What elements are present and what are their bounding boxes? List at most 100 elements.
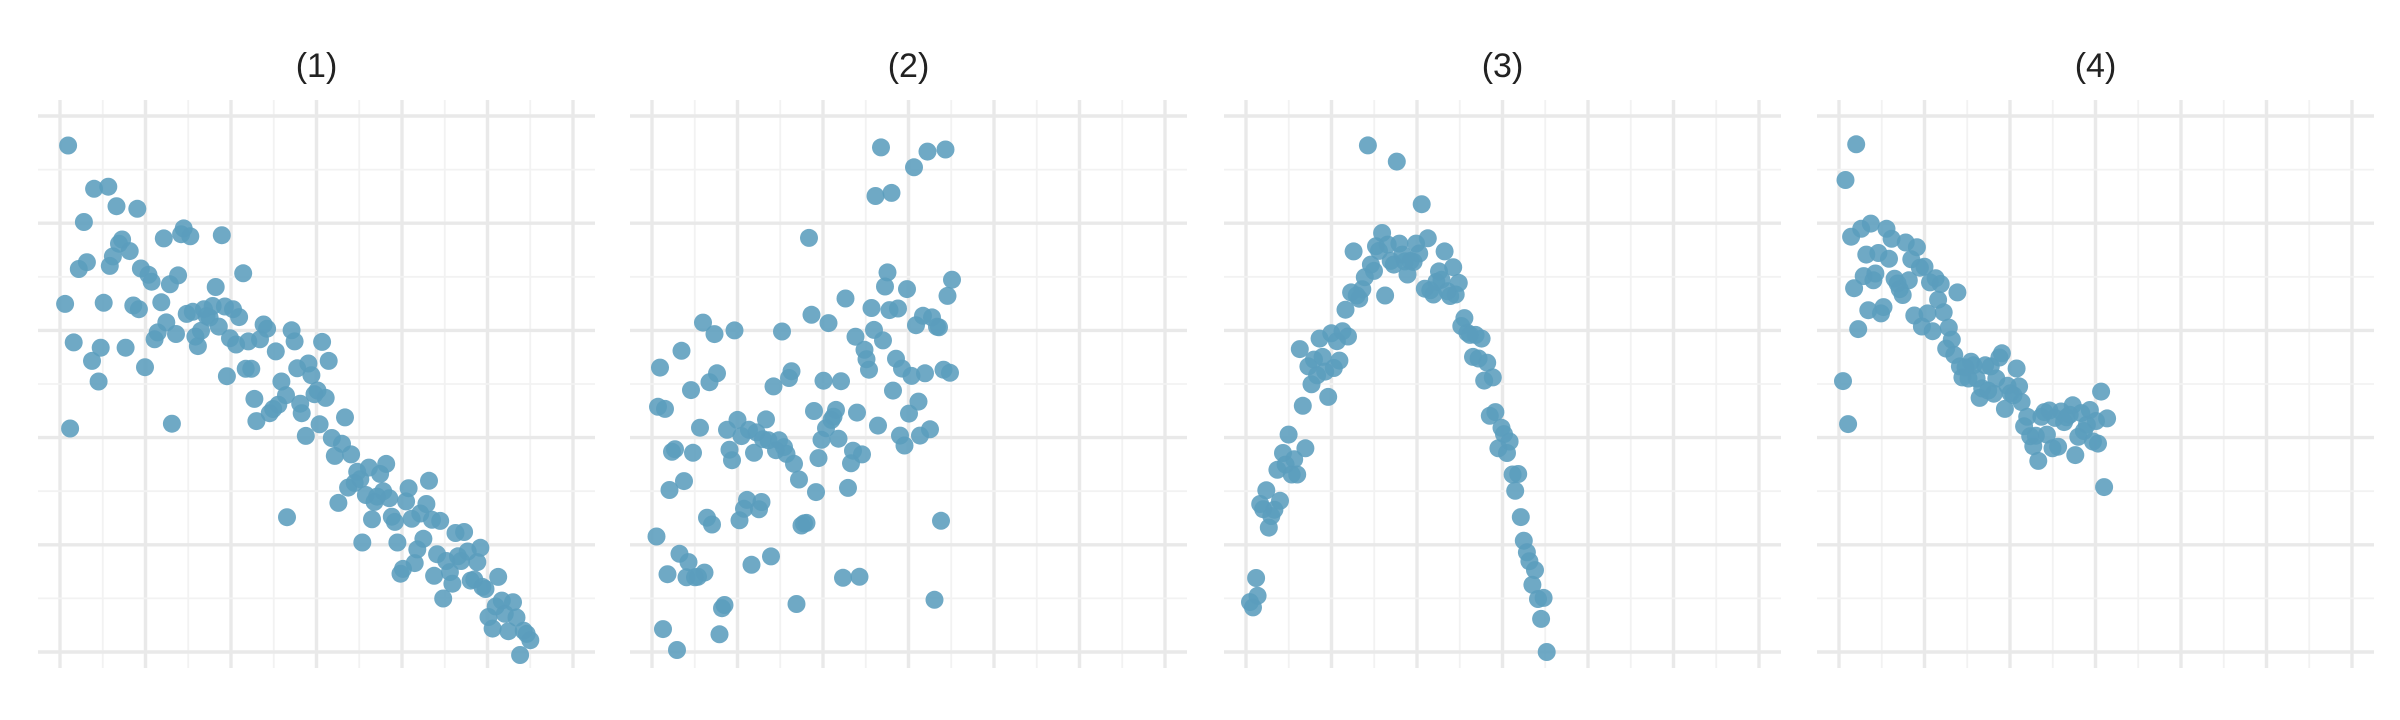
data-point [1509,465,1528,483]
data-point [1847,135,1866,154]
data-point [1472,329,1491,348]
data-point [853,445,871,464]
data-point [932,511,950,530]
data-point [1483,368,1502,387]
data-point [1313,347,1332,366]
panel-2-points [647,138,961,659]
data-point [666,440,684,459]
data-point [1849,320,1868,339]
data-point [167,325,185,343]
panel-3-title: (3) [1482,47,1524,85]
data-point [846,327,865,346]
data-point [272,372,291,391]
data-point [1330,351,1349,370]
data-point [882,183,901,202]
data-point [1899,271,1918,290]
data-point [708,364,726,383]
data-point [1247,569,1266,587]
data-point [1339,327,1357,346]
data-point [209,317,228,336]
data-point [757,410,775,429]
data-point [285,332,304,351]
data-point [814,371,833,390]
data-point [1834,372,1852,391]
panel-2-title: (2) [888,47,930,85]
data-point [895,436,914,455]
data-point [56,294,75,313]
data-point [468,553,487,572]
panel-3-points [1241,136,1556,661]
data-point [405,554,424,573]
data-point [1907,238,1926,257]
data-point [1455,309,1474,328]
data-point [399,479,418,498]
data-point [1893,286,1912,304]
data-point [869,416,887,435]
data-point [388,533,407,552]
data-point [1995,399,2014,418]
data-point [900,404,918,423]
data-point [1486,403,1505,422]
data-point [336,408,354,427]
data-point [860,360,878,379]
data-point [89,372,108,391]
data-point [471,538,490,557]
data-point [296,426,315,445]
data-point [925,590,944,609]
data-point [651,358,669,377]
data-point [385,512,404,531]
panel-1: (1) [38,47,595,668]
data-point [921,420,939,439]
panel-4: (4) [1817,47,2374,668]
data-point [752,493,771,511]
data-point [936,140,955,159]
data-point [1296,439,1315,458]
data-point [292,404,311,423]
data-point [2098,409,2117,428]
data-point [691,418,709,437]
data-point [703,515,721,534]
data-point [94,293,113,312]
data-point [242,359,261,378]
data-point [848,403,866,422]
panel-2: (2) [630,47,1187,668]
data-point [656,399,674,418]
data-point [234,264,253,283]
panel-4-title: (4) [2075,47,2117,85]
data-point [83,351,101,370]
data-point [266,342,285,361]
data-point [77,253,96,272]
data-point [188,337,207,356]
data-point [1915,257,1934,276]
data-point [647,527,666,546]
data-point [434,589,453,608]
data-point [1532,609,1551,628]
data-point [762,547,780,566]
panel-4-points [1834,135,2117,497]
data-point [313,332,332,351]
data-point [1882,229,1901,248]
data-point [1288,465,1307,484]
data-point [1319,387,1338,406]
data-point [511,646,530,664]
data-point [1478,353,1497,372]
data-point [1931,275,1950,293]
data-point [1293,396,1312,415]
data-point [1344,242,1363,261]
data-point [245,389,264,408]
data-point [938,286,957,305]
data-point [807,483,825,502]
data-point [162,414,181,433]
data-point [64,333,83,352]
data-point [1435,242,1454,261]
data-point [832,372,850,391]
data-point [658,565,677,584]
data-point [152,293,171,312]
data-point [59,136,78,155]
data-point [809,449,828,468]
data-point [120,242,139,261]
data-point [1992,344,2011,363]
data-point [91,338,110,357]
